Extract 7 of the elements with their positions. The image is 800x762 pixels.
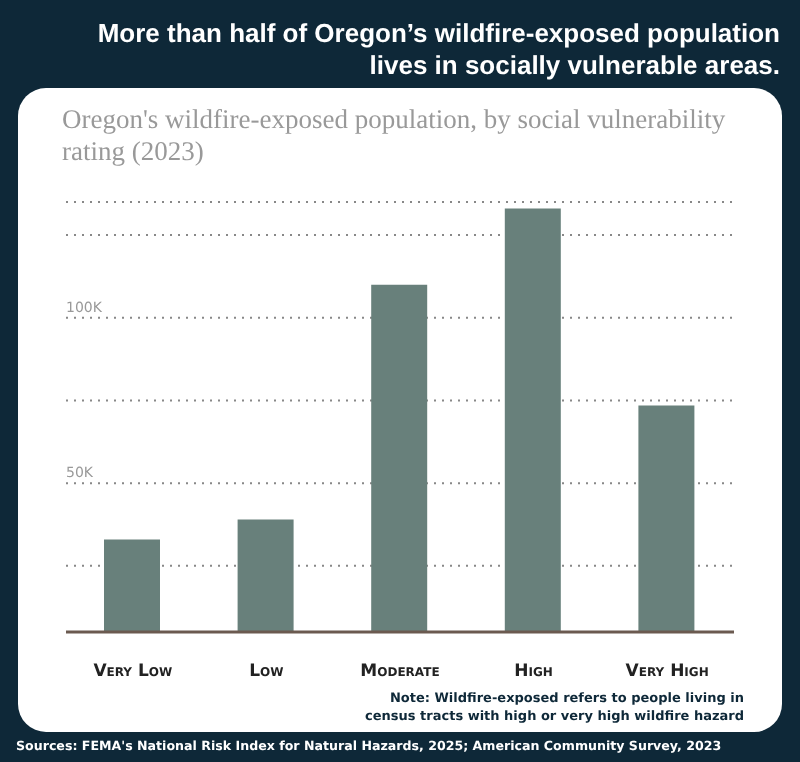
- chart-subtitle: Oregon's wildfire-exposed population, by social vulnerability rating (2023): [62, 104, 728, 168]
- chart-title: More than half of Oregon’s wildfire-exposed population lives in socially vulnerable areas.: [95, 18, 780, 82]
- x-tick-label: Very High: [625, 662, 709, 682]
- x-tick-label: High: [514, 662, 553, 682]
- x-tick-label: Moderate: [360, 662, 440, 682]
- x-tick-label: Low: [249, 662, 285, 682]
- x-tick-label: Very Low: [93, 662, 173, 682]
